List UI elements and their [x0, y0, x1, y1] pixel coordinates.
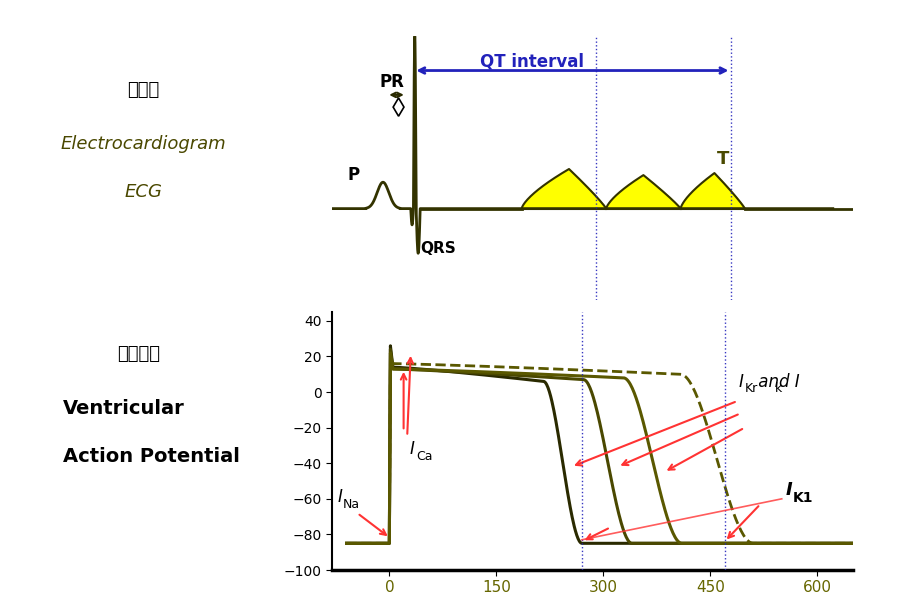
Text: Action Potential: Action Potential [63, 446, 240, 466]
Text: Ca: Ca [417, 449, 433, 463]
Text: P: P [348, 166, 359, 184]
Text: ECG: ECG [125, 183, 163, 201]
Text: k: k [775, 382, 782, 395]
Text: I: I [409, 440, 414, 458]
Text: QRS: QRS [420, 241, 456, 256]
Text: 心电图: 心电图 [128, 81, 160, 99]
Text: I: I [739, 373, 744, 391]
Text: and I: and I [753, 373, 800, 391]
Text: T: T [717, 150, 729, 168]
Text: Ventricular: Ventricular [63, 398, 185, 418]
Text: I: I [338, 488, 343, 506]
Text: QT interval: QT interval [480, 52, 584, 70]
Text: Electrocardiogram: Electrocardiogram [61, 135, 226, 153]
Text: 动作电位: 动作电位 [117, 345, 160, 363]
Text: Kr: Kr [744, 382, 758, 395]
Text: Na: Na [343, 498, 360, 511]
Text: K1: K1 [793, 491, 814, 505]
Text: I: I [786, 481, 792, 499]
Text: PR: PR [379, 73, 404, 91]
